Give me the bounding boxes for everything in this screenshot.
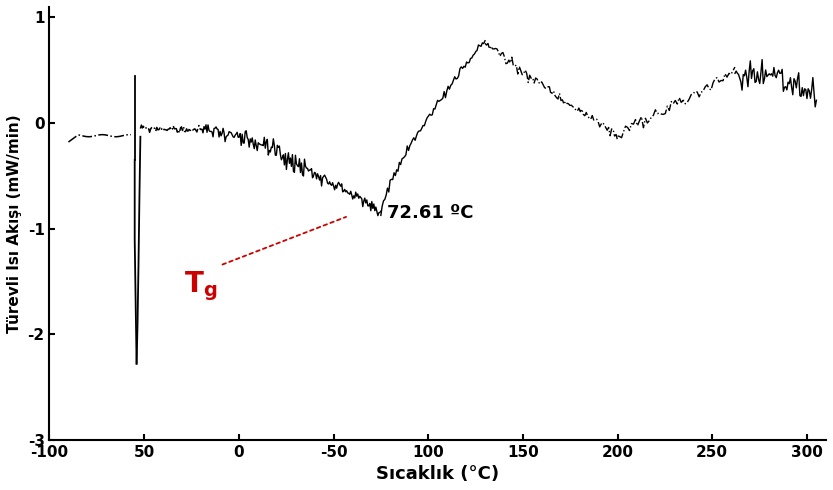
Text: $\mathbf{T_g}$: $\mathbf{T_g}$	[184, 270, 217, 303]
Text: 72.61 ºC: 72.61 ºC	[387, 204, 473, 222]
X-axis label: Sıcaklık (°C): Sıcaklık (°C)	[377, 465, 499, 483]
Y-axis label: Türevli Isı Akışı (mW/min): Türevli Isı Akışı (mW/min)	[7, 114, 22, 333]
